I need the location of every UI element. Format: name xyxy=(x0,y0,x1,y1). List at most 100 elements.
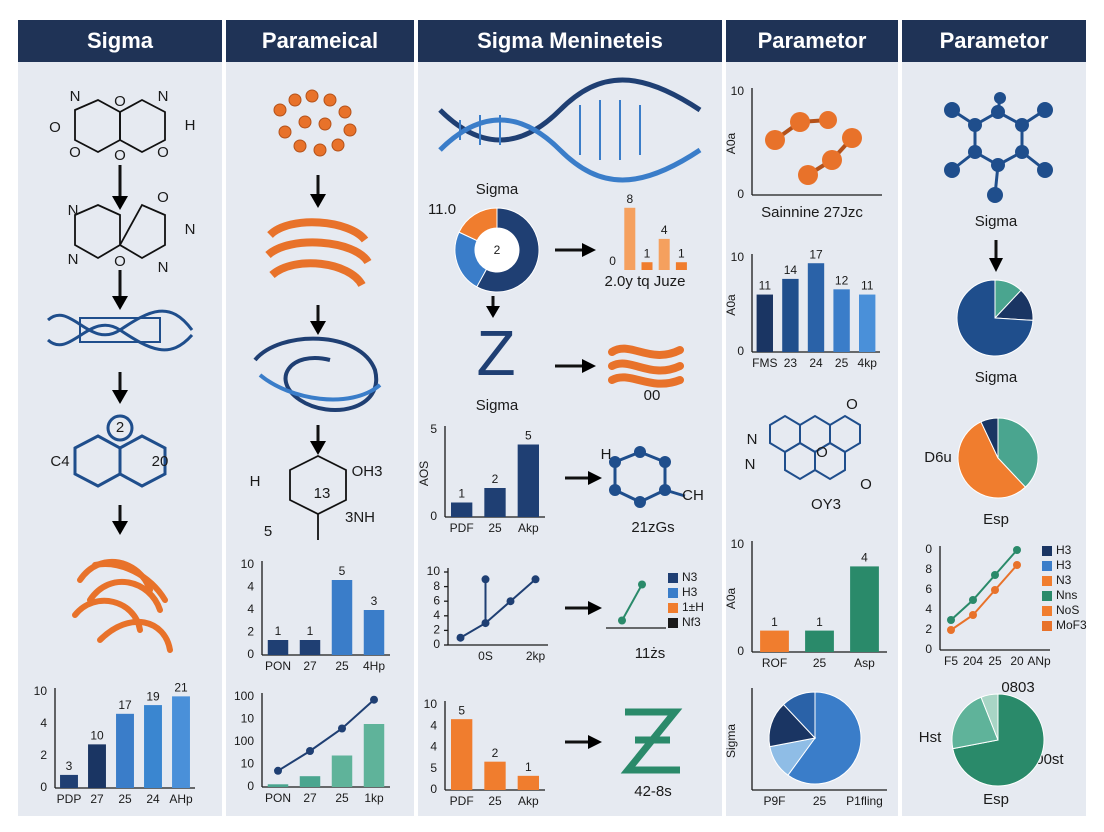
y-axis-label: 0 xyxy=(430,509,437,523)
y-axis-label: 10 xyxy=(241,712,255,726)
label: 42-8s xyxy=(634,783,672,800)
legend-label: MoF3 xyxy=(1056,618,1087,632)
molecule xyxy=(289,454,347,540)
data-label: 12 xyxy=(835,274,849,288)
x-tick-label: 4Hp xyxy=(363,659,385,673)
label: O xyxy=(860,476,872,493)
protein-coil xyxy=(72,559,173,653)
y-axis-label: 0 xyxy=(40,780,47,794)
point xyxy=(969,611,977,619)
data-label: 5 xyxy=(525,429,532,443)
panel xyxy=(18,20,222,816)
label: Sigma xyxy=(975,369,1018,386)
protein-cluster xyxy=(273,89,357,157)
x-tick-label: 4kp xyxy=(858,356,878,370)
label: 00 xyxy=(644,387,661,404)
x-tick-label: ANp xyxy=(1027,654,1051,668)
y-axis-label: 100 xyxy=(234,734,254,748)
point xyxy=(947,626,955,634)
column-title: Parameical xyxy=(262,28,378,53)
panel xyxy=(226,20,414,816)
y-axis-label: 2 xyxy=(247,625,254,639)
helix-ribbon xyxy=(265,218,372,288)
data-label: 4 xyxy=(661,223,668,237)
data-label: 11 xyxy=(861,279,874,293)
pie-slice xyxy=(787,691,862,785)
y-axis-label: 0 xyxy=(737,644,744,658)
bar xyxy=(299,776,321,787)
label: O xyxy=(69,144,81,161)
y-tick-label: 10 xyxy=(427,564,441,578)
bar xyxy=(331,755,353,787)
data-label: 17 xyxy=(809,247,823,261)
line xyxy=(950,564,1018,631)
legend-label: NoS xyxy=(1056,603,1079,617)
hex-network xyxy=(769,414,861,481)
dna-loop xyxy=(253,336,382,412)
legend-label: Nf3 xyxy=(682,615,701,629)
y-axis-label: 10 xyxy=(241,557,255,571)
data-label: 5 xyxy=(458,703,465,717)
bar xyxy=(658,238,670,270)
bar xyxy=(484,761,506,790)
y-axis-title: A0a xyxy=(724,133,738,155)
bar xyxy=(60,774,78,788)
legend-label: Nns xyxy=(1056,588,1077,602)
line xyxy=(950,549,1018,621)
arrows xyxy=(310,175,326,455)
point xyxy=(481,575,490,584)
pie-slice xyxy=(768,703,816,748)
pie-slice xyxy=(951,696,999,750)
x-tick-label: PDP xyxy=(57,792,82,806)
data-label: 21 xyxy=(174,681,188,695)
bar xyxy=(782,278,799,352)
x-tick-label: 2kp xyxy=(526,649,546,663)
y-tick-label: 4 xyxy=(433,608,440,622)
header-band xyxy=(726,20,898,62)
bar xyxy=(756,294,773,352)
pie-slice xyxy=(997,417,1039,488)
y-axis-label: 4 xyxy=(40,716,47,730)
label: Esp xyxy=(983,791,1009,808)
label: 5 xyxy=(264,523,272,540)
x-tick-label: 27 xyxy=(90,792,104,806)
label: Sigma xyxy=(476,397,519,414)
x-tick-label: FMS xyxy=(752,356,777,370)
data-label: 3 xyxy=(371,594,378,608)
label: Sainnine 27Jzc xyxy=(761,204,863,221)
bar xyxy=(172,696,190,788)
y-axis-label: 10 xyxy=(34,684,48,698)
molecule xyxy=(609,446,686,508)
arrows xyxy=(486,243,602,749)
label: 3NH xyxy=(345,509,375,526)
label: O xyxy=(49,119,61,136)
pie-slice xyxy=(956,279,1034,357)
legend-swatch xyxy=(668,618,678,628)
label: O xyxy=(114,93,126,110)
x-tick-label: 25 xyxy=(813,656,827,670)
label: Esp xyxy=(983,511,1009,528)
bar xyxy=(144,705,162,788)
y-axis-label: 100 xyxy=(234,689,254,703)
label: O xyxy=(114,147,126,164)
z-glyph xyxy=(620,708,683,774)
label: 11żs xyxy=(635,645,666,662)
bar xyxy=(484,488,506,517)
data-label: 1 xyxy=(307,624,314,638)
center-label: 2 xyxy=(494,243,501,257)
legend-label: H3 xyxy=(1056,543,1072,557)
x-tick-label: 204 xyxy=(963,654,983,668)
legend-swatch xyxy=(668,603,678,613)
x-tick-label: Akp xyxy=(518,794,539,808)
x-tick-label: P1fling xyxy=(846,794,883,808)
point xyxy=(991,571,999,579)
y-axis-label: 0 xyxy=(737,187,744,201)
x-tick-label: 1kp xyxy=(364,791,384,805)
label: O xyxy=(157,144,169,161)
y-axis-title: A0a xyxy=(724,294,738,316)
header-band xyxy=(418,20,722,62)
legend-swatch xyxy=(668,588,678,598)
label: N xyxy=(70,88,81,105)
line xyxy=(621,584,643,621)
